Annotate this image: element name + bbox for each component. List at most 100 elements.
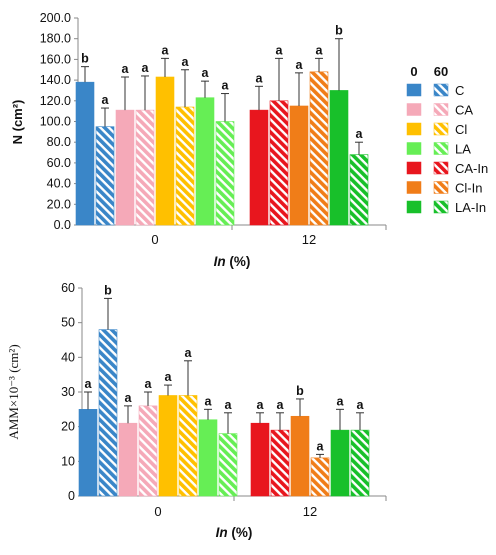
legend-swatch-c-0 <box>406 83 422 97</box>
bar-amm-cl-in-0-in12 <box>290 415 310 497</box>
legend-label-ca: CA <box>455 103 473 118</box>
legend: 0 60 C CA Cl LA CA-In Cl-In LA-In <box>406 64 488 215</box>
legend-header-60: 60 <box>434 64 448 79</box>
sig-letter: a <box>225 398 233 412</box>
bar-n-cl-0-in0 <box>155 76 175 226</box>
y-tick-label: 10 <box>61 454 75 468</box>
sig-letter: a <box>222 79 230 93</box>
y-tick-label: 120.0 <box>40 94 71 108</box>
x-axis-label: In (%) <box>216 525 253 540</box>
y-tick-label: 100.0 <box>40 115 71 129</box>
legend-label-cl-in: Cl-In <box>455 181 482 196</box>
bar-n-la-0-in0 <box>195 97 215 226</box>
y-axis-label: AMM×10⁻³ (cm²) <box>6 344 21 439</box>
legend-swatch-cl-0 <box>406 122 422 136</box>
legend-swatch-cl-in-60 <box>433 181 449 194</box>
bar-n-ca-0-in0 <box>115 109 135 226</box>
y-tick-label: 0 <box>68 489 75 503</box>
sig-letter: b <box>81 52 89 66</box>
legend-swatch-ca-in-60 <box>433 161 449 175</box>
bar-n-la-in-60-in12 <box>349 154 369 226</box>
bar-amm-ca-0-in0 <box>118 422 138 497</box>
bar-amm-la-60-in0 <box>218 433 238 497</box>
sig-letter: a <box>185 346 193 360</box>
sig-letter: a <box>102 93 110 107</box>
y-axis-label: N (cm²) <box>10 100 25 145</box>
sig-letter: b <box>335 24 343 38</box>
bar-amm-ca-in-0-in12 <box>250 422 270 497</box>
sig-letter: a <box>142 61 150 75</box>
y-tick-label: 40 <box>61 350 75 364</box>
bar-n-ca-in-0-in12 <box>249 109 269 226</box>
y-tick-label: 0.0 <box>54 218 71 232</box>
bar-n-la-in-0-in12 <box>329 90 349 226</box>
bar-amm-cl-60-in0 <box>178 395 198 497</box>
legend-swatch-ca-60 <box>433 103 449 116</box>
legend-label-la: LA <box>455 142 471 157</box>
y-tick-label: 140.0 <box>40 73 71 87</box>
y-tick-label: 20.0 <box>47 197 71 211</box>
sig-letter: a <box>205 394 213 408</box>
legend-swatch-c-60 <box>433 83 449 97</box>
legend-label-c: C <box>455 83 464 98</box>
chart-n-area: 0.0 20.0 40.0 60.0 80.0 100.0 120.0 140.0 160.0 1… <box>10 11 387 269</box>
sig-letter: a <box>317 439 325 453</box>
sig-letter: b <box>296 384 304 398</box>
bar-n-ca-in-60-in12 <box>269 100 289 226</box>
bar-n-cl-in-60-in12 <box>309 71 329 226</box>
legend-swatch-cl-60 <box>433 122 449 136</box>
sig-letter: b <box>104 283 112 297</box>
sig-letter: a <box>276 43 284 57</box>
sig-letter: a <box>257 398 265 412</box>
y-tick-label: 160.0 <box>40 52 71 66</box>
y-tick-label: 40.0 <box>47 177 71 191</box>
y-tick-label: 30 <box>61 385 75 399</box>
legend-label-ca-in: CA-In <box>455 161 488 176</box>
legend-label-la-in: LA-In <box>455 200 486 215</box>
legend-swatch-la-in-60 <box>433 200 449 214</box>
sig-letter: a <box>356 127 364 141</box>
sig-letter: a <box>357 398 365 412</box>
bar-amm-ca-in-60-in12 <box>270 429 290 497</box>
x-category-label: 0 <box>154 504 161 519</box>
legend-header-0: 0 <box>410 64 417 79</box>
sig-letter: a <box>182 55 190 69</box>
sig-letter: a <box>125 391 133 405</box>
bar-amm-cl-0-in0 <box>158 395 178 497</box>
legend-swatch-ca-in-0 <box>406 161 422 175</box>
bar-amm-la-0-in0 <box>198 419 218 497</box>
sig-letter: a <box>202 66 210 80</box>
bar-n-ca-60-in0 <box>135 109 155 226</box>
sig-letter: a <box>256 71 264 85</box>
sig-letter: a <box>85 377 93 391</box>
sig-letter: a <box>162 43 170 57</box>
bar-amm-c-60-in0 <box>98 329 118 497</box>
y-tick-label: 200.0 <box>40 11 71 25</box>
y-tick-label: 80.0 <box>47 135 71 149</box>
x-category-label: 0 <box>151 232 158 247</box>
legend-swatch-ca-0 <box>406 103 422 116</box>
legend-swatch-la-60 <box>433 142 449 155</box>
y-tick-label: 50 <box>61 316 75 330</box>
sig-letter: a <box>277 398 285 412</box>
bar-amm-c-0-in0 <box>78 409 98 497</box>
bar-n-c-60-in0 <box>95 126 115 226</box>
x-category-label: 12 <box>303 504 317 519</box>
y-tick-label: 20 <box>61 420 75 434</box>
bar-n-cl-in-0-in12 <box>289 105 309 226</box>
sig-letter: a <box>316 43 324 57</box>
bar-amm-la-in-0-in12 <box>330 429 350 497</box>
sig-letter: a <box>296 58 304 72</box>
legend-swatch-la-0 <box>406 142 422 155</box>
y-tick-label: 60.0 <box>47 156 71 170</box>
y-tick-label: 180.0 <box>40 32 71 46</box>
bar-n-la-60-in0 <box>215 121 235 226</box>
sig-letter: a <box>165 370 173 384</box>
sig-letter: a <box>122 62 130 76</box>
bar-amm-cl-in-60-in12 <box>310 457 330 497</box>
sig-letter: a <box>337 394 345 408</box>
x-axis-label: In (%) <box>214 254 251 269</box>
bar-n-c-0-in0 <box>75 81 95 226</box>
